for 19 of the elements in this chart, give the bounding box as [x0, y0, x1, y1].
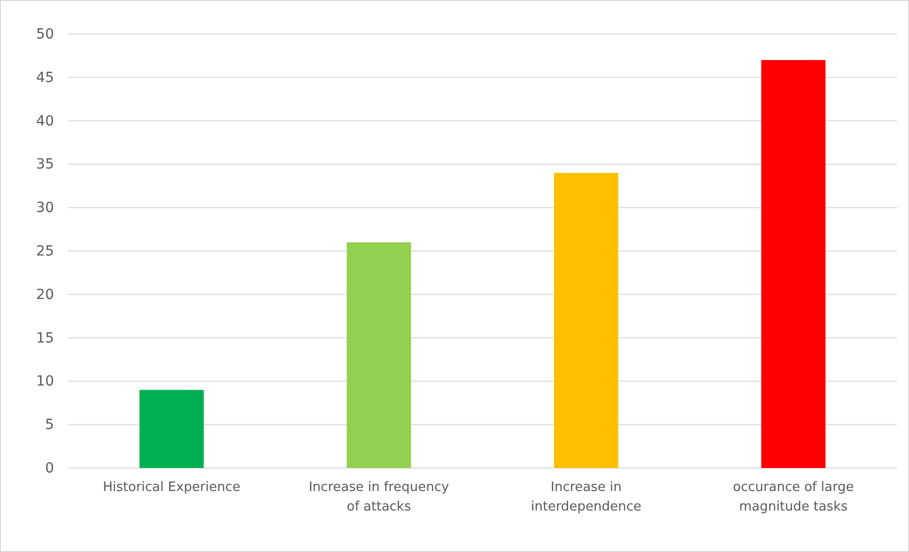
x-tick-label: Increase in frequency of attacks: [308, 480, 450, 515]
y-tick-label: 40: [36, 113, 54, 130]
y-tick-label: 30: [36, 200, 54, 216]
y-tick-label: 10: [36, 374, 54, 390]
y-tick-label: 35: [36, 156, 54, 173]
y-tick-label: 20: [36, 286, 54, 303]
y-tick-label: 5: [45, 417, 54, 434]
y-tick-label: 50: [36, 26, 54, 42]
bar: [554, 172, 618, 468]
bar: [346, 242, 411, 468]
y-tick-label: 0: [45, 460, 54, 476]
bar: [140, 390, 204, 468]
bar: [761, 60, 826, 468]
y-tick-label: 45: [36, 70, 54, 86]
x-tick-label: Historical Experience: [102, 480, 240, 496]
y-tick-label: 15: [36, 330, 54, 346]
x-tick-label: Increase in interdependence: [530, 480, 642, 515]
x-tick-label: occurance of large magnitude tasks: [732, 480, 854, 515]
y-tick-label: 25: [36, 243, 54, 260]
